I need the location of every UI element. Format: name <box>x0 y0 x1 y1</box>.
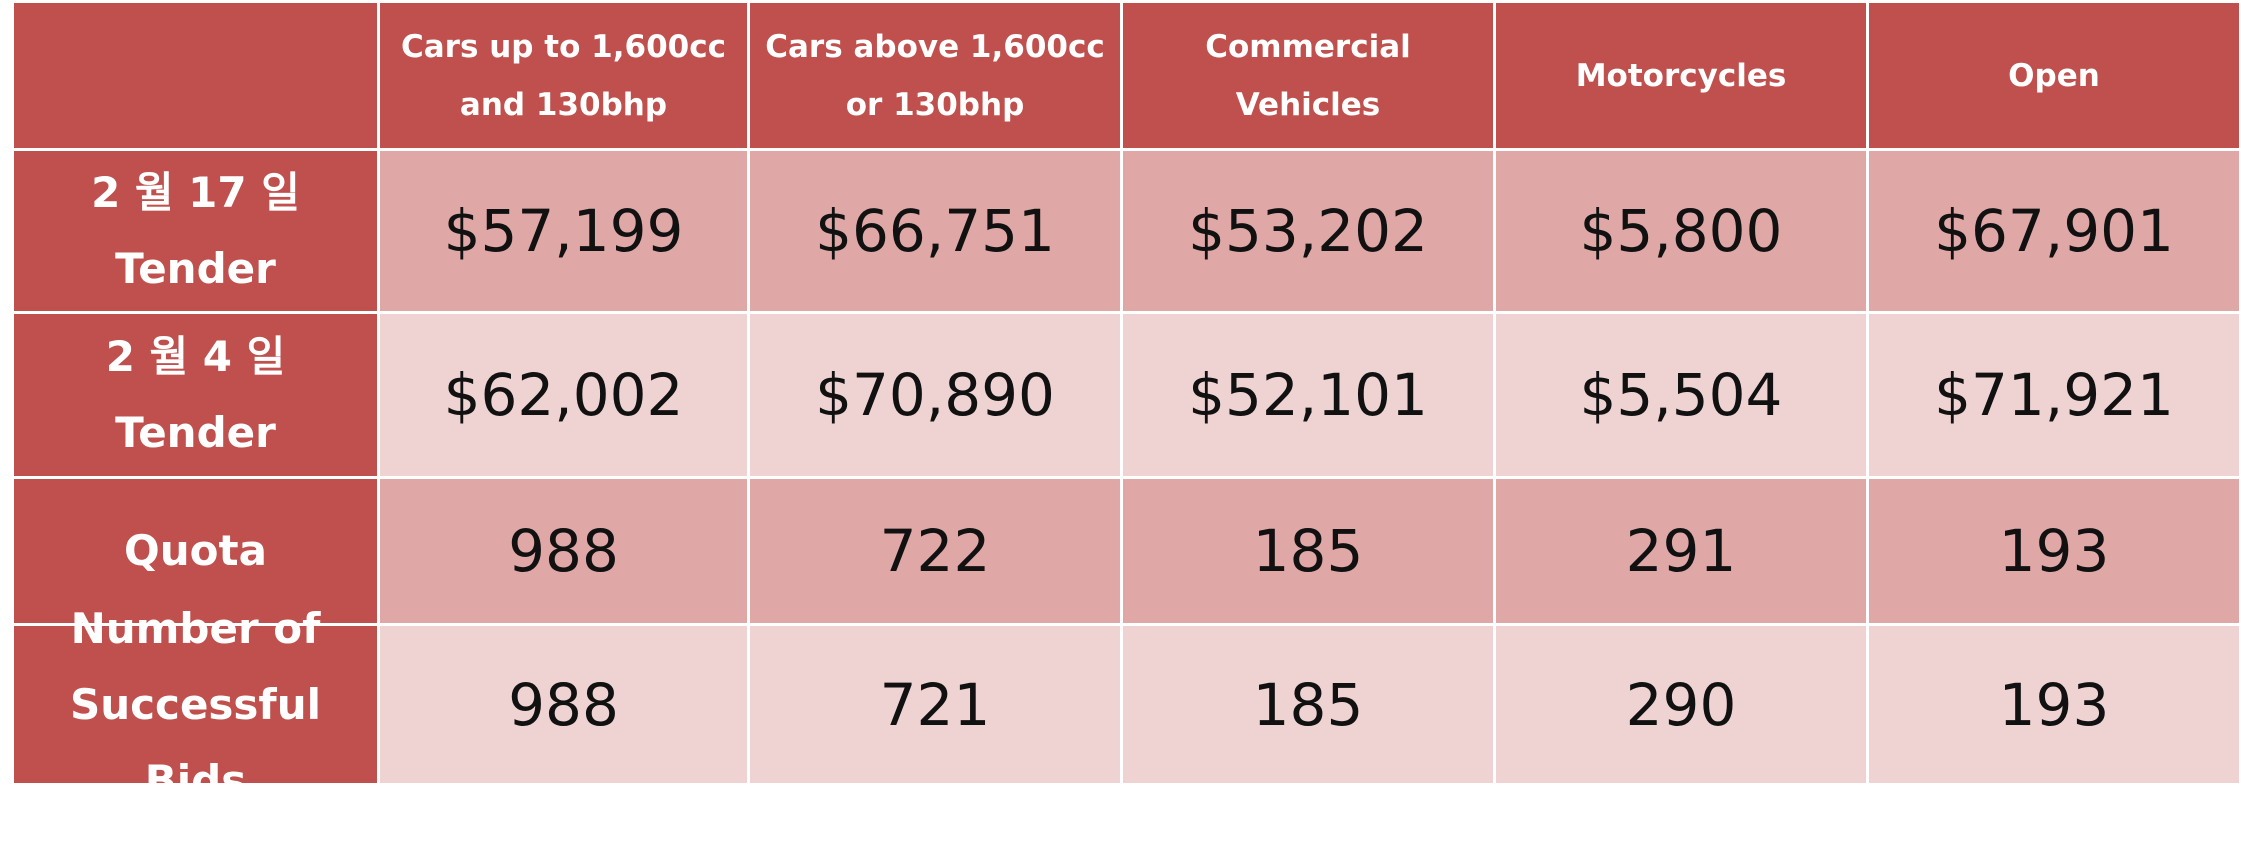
table-cell: $62,002 <box>380 314 747 476</box>
table-cell: $52,101 <box>1123 314 1493 476</box>
table-cell: 721 <box>750 626 1120 783</box>
table-cell: 193 <box>1869 626 2239 783</box>
table-cell: $71,921 <box>1869 314 2239 476</box>
table-cell: $67,901 <box>1869 151 2239 311</box>
table-cell: 193 <box>1869 479 2239 623</box>
table-cell: 722 <box>750 479 1120 623</box>
column-header-open: Open <box>1869 3 2239 148</box>
table-cell: $53,202 <box>1123 151 1493 311</box>
table-cell: 290 <box>1496 626 1866 783</box>
row-header-quota: Quota <box>14 479 377 623</box>
table-corner-cell <box>14 3 377 148</box>
column-header-large-cars: Cars above 1,600cc or 130bhp <box>750 3 1120 148</box>
table-cell: 988 <box>380 626 747 783</box>
table-cell: $5,504 <box>1496 314 1866 476</box>
table-cell: $66,751 <box>750 151 1120 311</box>
table-cell: 185 <box>1123 626 1493 783</box>
table-cell: 291 <box>1496 479 1866 623</box>
column-header-commercial-vehicles: Commercial Vehicles <box>1123 3 1493 148</box>
table-cell: $57,199 <box>380 151 747 311</box>
row-header-feb-17-tender: 2 월 17 일 Tender <box>14 151 377 311</box>
row-header-successful-bids: Number of Successful Bids <box>14 604 377 805</box>
table-cell: 988 <box>380 479 747 623</box>
row-header-feb-4-tender: 2 월 4 일 Tender <box>14 314 377 476</box>
column-header-small-cars: Cars up to 1,600cc and 130bhp <box>380 3 747 148</box>
table-cell: 185 <box>1123 479 1493 623</box>
column-header-motorcycles: Motorcycles <box>1496 3 1866 148</box>
table-cell: $70,890 <box>750 314 1120 476</box>
coe-results-table: Cars up to 1,600cc and 130bhp Cars above… <box>14 3 2239 805</box>
table-cell: $5,800 <box>1496 151 1866 311</box>
